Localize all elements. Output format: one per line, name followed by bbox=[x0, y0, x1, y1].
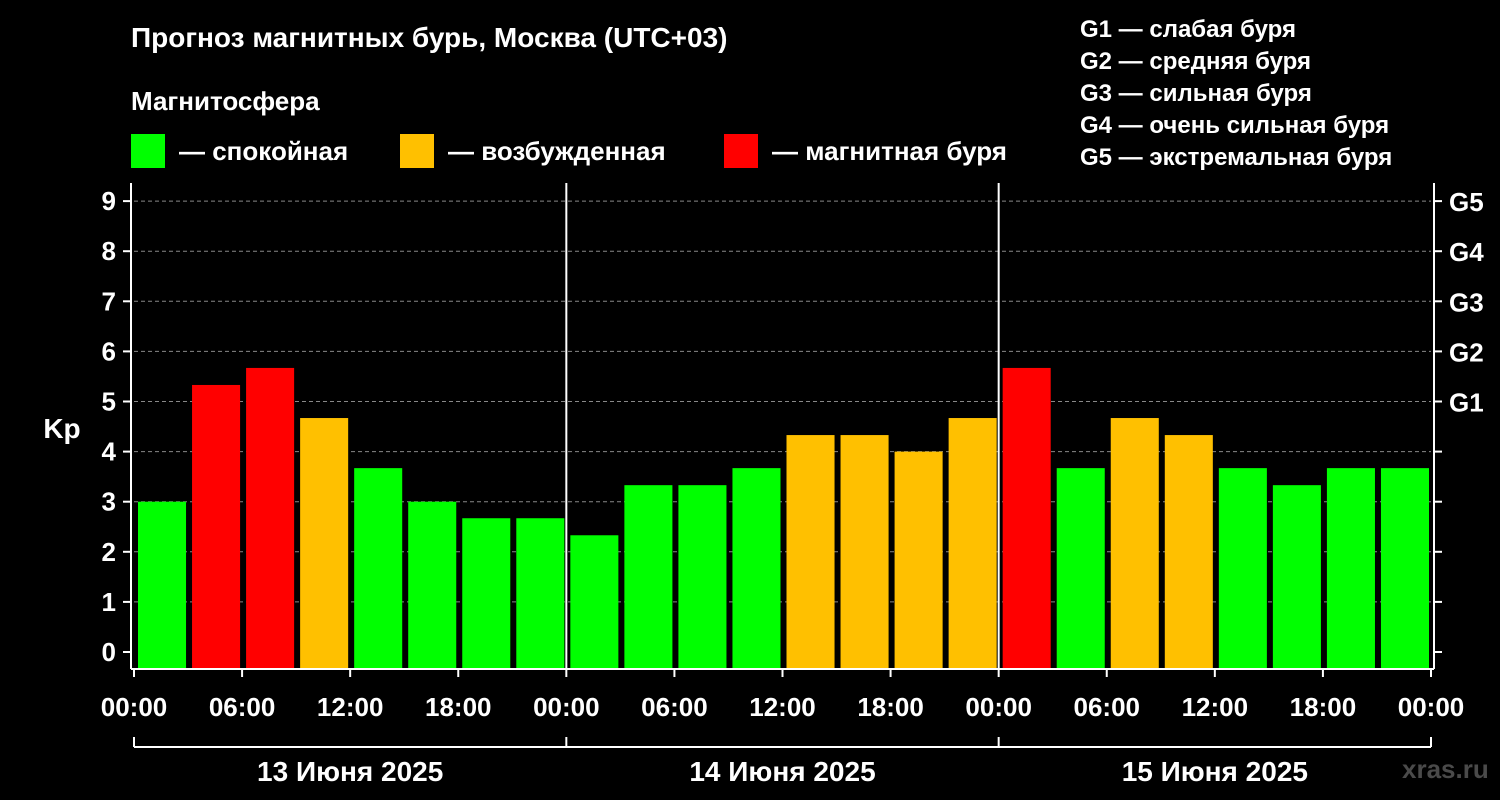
storm-level-g1: G1 — слабая буря bbox=[1080, 16, 1297, 43]
kp-bar bbox=[246, 367, 295, 669]
magnetosphere-subtitle: Магнитосфера bbox=[131, 86, 320, 116]
y-tick-label: 2 bbox=[102, 537, 116, 567]
x-tick-label: 18:00 bbox=[857, 692, 924, 722]
x-tick-label: 06:00 bbox=[641, 692, 708, 722]
y-tick-label: 6 bbox=[102, 336, 116, 366]
y-tick-label: 4 bbox=[102, 437, 117, 467]
y-tick-label: 8 bbox=[102, 236, 116, 266]
legend-storm-swatch bbox=[724, 134, 758, 168]
x-tick-label: 12:00 bbox=[1182, 692, 1249, 722]
g-level-label: G4 bbox=[1449, 237, 1484, 267]
grid-layer bbox=[134, 200, 1431, 603]
kp-bar bbox=[1110, 418, 1159, 669]
kp-bar bbox=[1326, 468, 1375, 669]
x-tick-label: 06:00 bbox=[1074, 692, 1141, 722]
storm-level-legend: G1 — слабая буря G2 — средняя буря G3 — … bbox=[1080, 14, 1392, 174]
kp-bar bbox=[948, 418, 997, 669]
kp-bar bbox=[1002, 367, 1051, 669]
x-tick-label: 00:00 bbox=[533, 692, 600, 722]
y-tick-label: 5 bbox=[102, 387, 116, 417]
kp-bar bbox=[786, 435, 835, 669]
x-tick-label: 18:00 bbox=[1290, 692, 1357, 722]
kp-bar bbox=[300, 418, 349, 669]
kp-bar bbox=[894, 451, 943, 669]
storm-level-g3: G3 — сильная буря bbox=[1080, 80, 1312, 107]
storm-level-g2: G2 — средняя буря bbox=[1080, 48, 1311, 75]
kp-bar bbox=[138, 501, 187, 669]
y-tick-label: 0 bbox=[102, 637, 116, 667]
kp-bar bbox=[624, 485, 673, 669]
legend-active-label: — возбужденная bbox=[448, 135, 666, 166]
storm-level-g5: G5 — экстремальная буря bbox=[1080, 144, 1393, 171]
kp-bar bbox=[570, 535, 619, 669]
day-label: 13 Июня 2025 bbox=[257, 756, 443, 787]
legend-storm: — магнитная буря bbox=[724, 134, 1007, 168]
x-tick-label: 12:00 bbox=[317, 692, 384, 722]
kp-bar bbox=[1272, 485, 1321, 669]
legend-storm-label: — магнитная буря bbox=[772, 135, 1007, 166]
x-tick-label: 18:00 bbox=[425, 692, 492, 722]
kp-bar bbox=[678, 485, 727, 669]
g-level-label: G2 bbox=[1449, 337, 1484, 367]
storm-level-g4: G4 — очень сильная буря bbox=[1080, 112, 1390, 139]
kp-bar bbox=[732, 468, 781, 669]
x-tick-label: 00:00 bbox=[965, 692, 1032, 722]
y-tick-label: 3 bbox=[102, 487, 116, 517]
watermark: xras.ru bbox=[1402, 754, 1489, 784]
g-level-label: G5 bbox=[1449, 187, 1484, 217]
day-label: 15 Июня 2025 bbox=[1122, 756, 1308, 787]
x-tick-label: 00:00 bbox=[1398, 692, 1465, 722]
legend-active: — возбужденная bbox=[400, 134, 666, 168]
g-level-label: G3 bbox=[1449, 287, 1484, 317]
y-tick-label: 7 bbox=[102, 286, 116, 316]
kp-bar bbox=[1056, 468, 1105, 669]
kp-bar bbox=[462, 518, 511, 669]
day-label: 14 Июня 2025 bbox=[689, 756, 875, 787]
kp-bar bbox=[1380, 468, 1429, 669]
legend-calm: — спокойная bbox=[131, 134, 348, 168]
kp-bar bbox=[408, 501, 457, 669]
x-tick-label: 00:00 bbox=[101, 692, 168, 722]
kp-bar bbox=[516, 518, 565, 669]
kp-bar bbox=[192, 384, 241, 669]
x-tick-label: 12:00 bbox=[749, 692, 816, 722]
g-level-label: G1 bbox=[1449, 388, 1484, 418]
kp-bar bbox=[840, 435, 889, 669]
axis-layer: 0 1 2 3 4 5 6 7 8 9 G1 G2 G3 G4 G5 00:00 06:00 12:00 18:00… bbox=[101, 183, 1484, 787]
y-tick-label: 9 bbox=[102, 186, 116, 216]
x-tick-label: 06:00 bbox=[209, 692, 276, 722]
kp-bar bbox=[1164, 435, 1213, 669]
legend-calm-swatch bbox=[131, 134, 165, 168]
y-tick-label: 1 bbox=[102, 587, 116, 617]
kp-bar bbox=[354, 468, 403, 669]
chart-title: Прогноз магнитных бурь, Москва (UTC+03) bbox=[131, 22, 728, 53]
legend-calm-label: — спокойная bbox=[179, 135, 349, 166]
bar-layer bbox=[138, 367, 1429, 669]
kp-bar bbox=[1218, 468, 1267, 669]
legend-active-swatch bbox=[400, 134, 434, 168]
y-axis-label: Kp bbox=[43, 413, 80, 444]
